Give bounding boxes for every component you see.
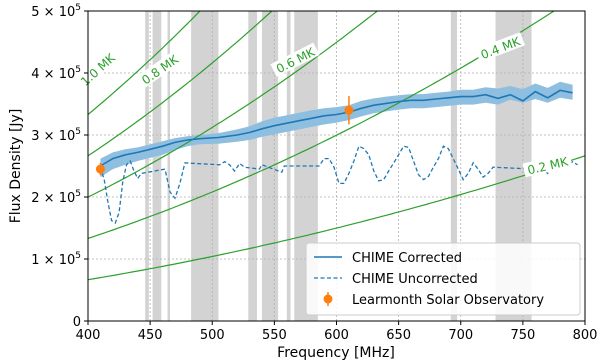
x-tick-label-8: 800 (573, 328, 598, 343)
x-tick-label-0: 400 (76, 328, 101, 343)
y-tick-label-2: 2 × 105 (31, 189, 81, 206)
temperature-curve-0 (88, 11, 201, 115)
temperature-label-bg-0 (74, 47, 120, 91)
rfi-band-8 (450, 11, 458, 321)
temperature-label-bg-1 (135, 49, 184, 89)
temperature-label-bg-3 (475, 32, 526, 63)
learmonth-points (95, 95, 354, 176)
x-tick-label-5: 650 (386, 328, 411, 343)
rfi-band-4 (248, 11, 257, 321)
rfi-band-6 (286, 11, 291, 321)
y-tick-label-1: 1 × 105 (31, 251, 81, 268)
x-tick-label-7: 750 (510, 328, 535, 343)
y-axis-ticks: 0 1 × 105 2 × 105 3 × 105 4 × 105 5 × 105 (31, 3, 88, 330)
learmonth-point-0 (95, 164, 105, 174)
y-tick-label-4: 4 × 105 (31, 65, 81, 82)
temperature-curve-4 (88, 155, 585, 281)
legend-label-0: CHIME Corrected (352, 251, 462, 266)
x-tick-label-1: 450 (138, 328, 163, 343)
x-tick-label-4: 600 (324, 328, 349, 343)
legend-label-1: CHIME Uncorrected (352, 272, 478, 287)
x-tick-label-2: 500 (200, 328, 225, 343)
legend-swatch-learmonth (323, 294, 333, 304)
x-axis-ticks: 400 450 500 550 600 650 700 750 800 (76, 321, 598, 343)
x-tick-label-3: 550 (262, 328, 287, 343)
rfi-band-2 (167, 11, 171, 321)
x-axis-label: Frequency [MHz] (277, 345, 395, 361)
y-tick-label-3: 3 × 105 (31, 127, 81, 144)
temperature-label-bg-4 (522, 152, 573, 178)
y-axis-label: Flux Density [Jy] (8, 109, 24, 224)
legend-label-2: Learmonth Solar Observatory (352, 293, 544, 308)
rfi-band-3 (191, 11, 219, 321)
rfi-band-1 (152, 11, 162, 321)
temperature-curve-2 (88, 11, 379, 198)
legend: CHIME Corrected CHIME Uncorrected Learmont… (305, 242, 581, 316)
temperature-label-bg-2 (270, 42, 320, 77)
y-tick-label-5: 5 × 105 (31, 3, 81, 20)
corrected-uncertainty-band (100, 81, 573, 178)
legend-box (305, 242, 581, 316)
temperature-label-0: 1.0 MK (78, 50, 119, 89)
series-chime-uncorrected (99, 145, 578, 224)
temperature-curve-1 (88, 11, 273, 157)
error-band (100, 81, 573, 178)
learmonth-point-1 (344, 105, 354, 115)
x-tick-label-6: 700 (448, 328, 473, 343)
temperature-label-4: 0.2 MK (526, 154, 570, 177)
y-tick-label-0: 0 (73, 315, 81, 330)
